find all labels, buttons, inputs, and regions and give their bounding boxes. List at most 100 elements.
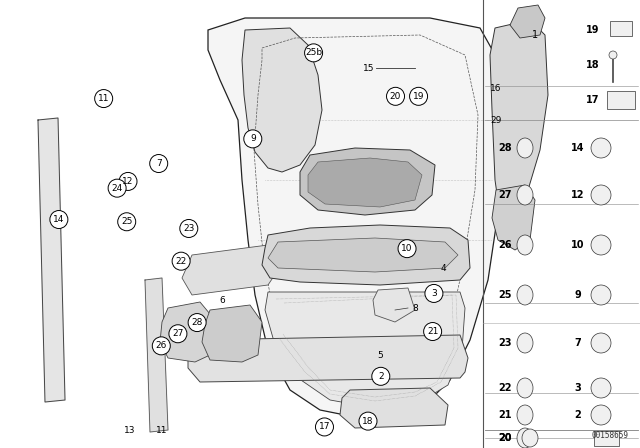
Ellipse shape <box>517 285 533 305</box>
Polygon shape <box>188 335 468 382</box>
Circle shape <box>108 179 126 197</box>
Text: 20: 20 <box>499 433 512 443</box>
Circle shape <box>150 155 168 172</box>
Text: 22: 22 <box>175 257 187 266</box>
Text: 16: 16 <box>490 83 502 92</box>
Ellipse shape <box>517 405 533 425</box>
Polygon shape <box>38 118 65 402</box>
Text: 3: 3 <box>431 289 436 298</box>
Text: 25: 25 <box>121 217 132 226</box>
Polygon shape <box>208 18 502 418</box>
Text: 1: 1 <box>532 30 538 40</box>
Text: 2: 2 <box>378 372 383 381</box>
Ellipse shape <box>517 185 533 205</box>
Polygon shape <box>492 185 535 250</box>
Text: 14: 14 <box>53 215 65 224</box>
Circle shape <box>372 367 390 385</box>
Circle shape <box>387 87 404 105</box>
Text: 25: 25 <box>499 290 512 300</box>
Text: 7: 7 <box>575 338 581 348</box>
Text: 10: 10 <box>572 240 585 250</box>
Polygon shape <box>340 388 448 428</box>
Text: 17: 17 <box>319 422 330 431</box>
Circle shape <box>410 87 428 105</box>
Text: 6: 6 <box>219 296 225 305</box>
Polygon shape <box>242 28 322 172</box>
Bar <box>610 21 632 36</box>
Circle shape <box>316 418 333 436</box>
Text: 19: 19 <box>586 25 600 35</box>
Text: 10: 10 <box>401 244 413 253</box>
Text: 25b: 25b <box>305 48 322 57</box>
Circle shape <box>425 284 443 302</box>
Text: 20: 20 <box>499 433 512 443</box>
Circle shape <box>152 337 170 355</box>
Text: 26: 26 <box>499 240 512 250</box>
Text: 2: 2 <box>575 410 581 420</box>
Circle shape <box>591 185 611 205</box>
Ellipse shape <box>517 138 533 158</box>
Polygon shape <box>145 278 168 432</box>
Bar <box>594 431 619 446</box>
Ellipse shape <box>517 428 533 448</box>
Circle shape <box>95 90 113 108</box>
Circle shape <box>180 220 198 237</box>
Circle shape <box>119 172 137 190</box>
Circle shape <box>609 51 617 59</box>
Polygon shape <box>490 20 548 220</box>
Text: 17: 17 <box>586 95 600 105</box>
Text: 5: 5 <box>377 350 383 359</box>
Circle shape <box>172 252 190 270</box>
Circle shape <box>424 323 442 340</box>
Polygon shape <box>160 302 215 362</box>
Circle shape <box>398 240 416 258</box>
Text: 14: 14 <box>572 143 585 153</box>
Text: 23: 23 <box>183 224 195 233</box>
Circle shape <box>305 44 323 62</box>
Circle shape <box>591 378 611 398</box>
Bar <box>607 91 635 109</box>
Text: 12: 12 <box>122 177 134 186</box>
Text: 15: 15 <box>362 64 374 73</box>
Text: 7: 7 <box>156 159 161 168</box>
Text: 26: 26 <box>156 341 167 350</box>
Text: 19: 19 <box>413 92 424 101</box>
Ellipse shape <box>517 378 533 398</box>
Circle shape <box>188 314 206 332</box>
Polygon shape <box>262 225 470 285</box>
Circle shape <box>244 130 262 148</box>
Text: 3: 3 <box>575 383 581 393</box>
Text: 18: 18 <box>586 60 600 70</box>
Polygon shape <box>373 288 415 322</box>
Polygon shape <box>268 238 458 272</box>
Text: 22: 22 <box>499 383 512 393</box>
Circle shape <box>591 138 611 158</box>
Text: 28: 28 <box>191 318 203 327</box>
Text: 23: 23 <box>499 338 512 348</box>
Ellipse shape <box>517 235 533 255</box>
Text: 00158659: 00158659 <box>591 431 628 440</box>
Polygon shape <box>300 148 435 215</box>
Circle shape <box>591 333 611 353</box>
Polygon shape <box>202 305 262 362</box>
Text: 9: 9 <box>250 134 255 143</box>
Text: 20: 20 <box>390 92 401 101</box>
Text: 11: 11 <box>156 426 168 435</box>
Circle shape <box>50 211 68 228</box>
Ellipse shape <box>517 333 533 353</box>
Text: 29: 29 <box>490 116 501 125</box>
Circle shape <box>591 285 611 305</box>
Polygon shape <box>308 158 422 207</box>
Ellipse shape <box>522 429 538 447</box>
Text: 27: 27 <box>499 190 512 200</box>
Text: 18: 18 <box>362 417 374 426</box>
Text: 12: 12 <box>572 190 585 200</box>
Circle shape <box>359 412 377 430</box>
Circle shape <box>591 235 611 255</box>
Text: 28: 28 <box>498 143 512 153</box>
Text: 27: 27 <box>172 329 184 338</box>
Text: 13: 13 <box>124 426 136 435</box>
Polygon shape <box>510 5 545 38</box>
Text: 9: 9 <box>575 290 581 300</box>
Circle shape <box>591 405 611 425</box>
